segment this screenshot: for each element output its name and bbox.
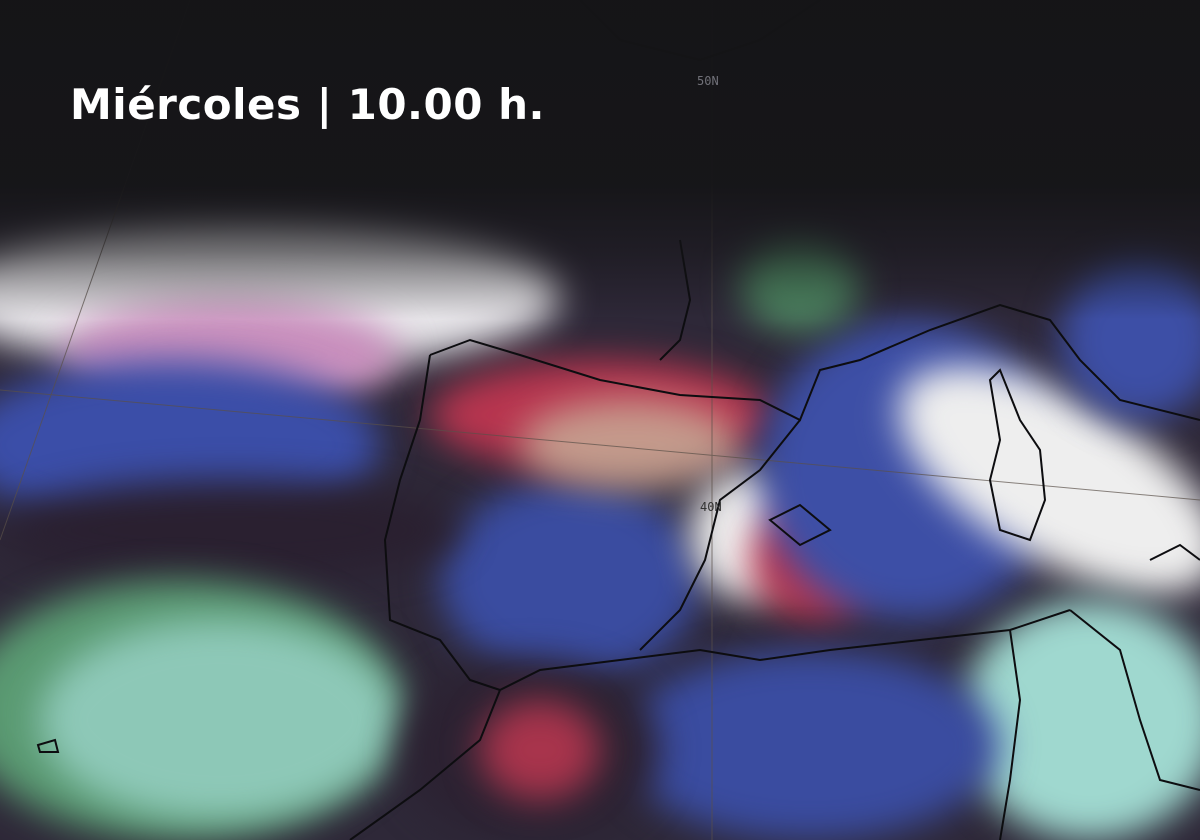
latitude-label-40n: 40N <box>700 500 722 514</box>
latitude-label-50n: 50N <box>697 74 719 88</box>
page-title: Miércoles | 10.00 h. <box>70 80 545 129</box>
